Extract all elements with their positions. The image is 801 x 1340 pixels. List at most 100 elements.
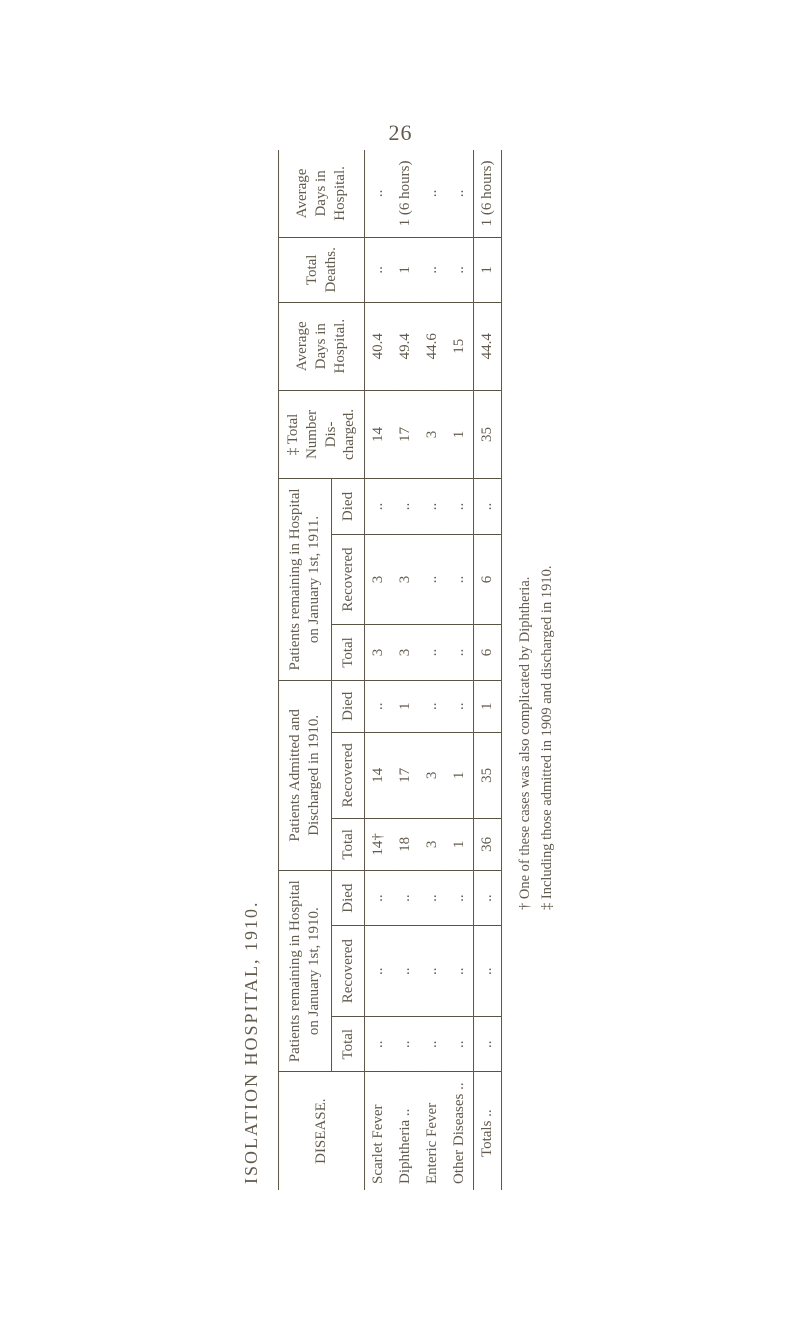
cell: ..	[365, 926, 393, 1017]
cell: 3	[392, 625, 419, 680]
col-avg-days: Average Days in Hospital.	[279, 302, 365, 390]
table-row-totals: Totals .. .. .. .. 36 35 1 6 6 .. 35 44.…	[474, 150, 502, 1190]
cell: ..	[392, 926, 419, 1017]
cell: 14†	[365, 818, 393, 870]
cell: ..	[365, 680, 393, 732]
cell: 44.6	[419, 302, 446, 390]
table-title: ISOLATION HOSPITAL, 1910.	[241, 150, 262, 1184]
footnotes: † One of these cases was also complicate…	[514, 150, 559, 1190]
cell: ..	[365, 871, 393, 926]
cell: ..	[419, 534, 446, 625]
sub-recovered: Recovered	[332, 534, 365, 625]
sub-died: Died	[332, 479, 365, 534]
cell: 3	[419, 818, 446, 870]
rotated-container: ISOLATION HOSPITAL, 1910. DISEASE. Patie…	[241, 150, 559, 1190]
cell-disease: Diphtheria ..	[392, 1072, 419, 1190]
cell: 3	[419, 390, 446, 479]
cell: ..	[392, 1017, 419, 1072]
cell: ..	[419, 680, 446, 732]
table-row: Other Diseases .. .. .. .. 1 1 .. .. .. …	[446, 150, 474, 1190]
cell: 3	[365, 625, 393, 680]
cell: ..	[419, 871, 446, 926]
cell: 14	[365, 390, 393, 479]
cell: ..	[446, 680, 474, 732]
cell: ..	[365, 150, 393, 237]
cell: 18	[392, 818, 419, 870]
cell: 1	[392, 680, 419, 732]
cell: ..	[392, 479, 419, 534]
cell: ..	[446, 150, 474, 237]
cell-disease: Scarlet Fever	[365, 1072, 393, 1190]
cell: ..	[446, 625, 474, 680]
table-row: Enteric Fever .. .. .. 3 3 .. .. .. .. 3…	[419, 150, 446, 1190]
cell: 17	[392, 390, 419, 479]
cell: 1	[474, 237, 502, 302]
cell: 1	[474, 680, 502, 732]
cell: 35	[474, 732, 502, 818]
cell: ..	[365, 1017, 393, 1072]
cell: ..	[446, 479, 474, 534]
sub-recovered: Recovered	[332, 926, 365, 1017]
cell: 49.4	[392, 302, 419, 390]
sub-died: Died	[332, 871, 365, 926]
cell: 6	[474, 625, 502, 680]
cell: 1	[446, 818, 474, 870]
sub-total: Total	[332, 1017, 365, 1072]
sub-total: Total	[332, 625, 365, 680]
cell: ..	[474, 871, 502, 926]
col-admitted: Patients Admitted and Discharged in 1910…	[279, 680, 332, 870]
footnote-dagger: † One of these cases was also complicate…	[514, 150, 536, 910]
cell: 1 (6 hours)	[474, 150, 502, 237]
cell: ..	[419, 150, 446, 237]
cell: 6	[474, 534, 502, 625]
cell: 1	[392, 237, 419, 302]
cell: ..	[446, 1017, 474, 1072]
page-number: 26	[0, 120, 801, 146]
cell: ..	[419, 926, 446, 1017]
sub-recovered: Recovered	[332, 732, 365, 818]
sub-total: Total	[332, 818, 365, 870]
col-remaining-1910: Patients remaining in Hospital on Januar…	[279, 871, 332, 1072]
cell: 3	[419, 732, 446, 818]
cell: ..	[365, 237, 393, 302]
cell-disease: Enteric Fever	[419, 1072, 446, 1190]
col-avg-days-h: Average Days in Hospital.	[279, 150, 365, 237]
col-total-deaths: Total Deaths.	[279, 237, 365, 302]
cell: 35	[474, 390, 502, 479]
cell: ..	[392, 871, 419, 926]
cell: 1	[446, 732, 474, 818]
cell: ..	[419, 625, 446, 680]
table-row: Diphtheria .. .. .. .. 18 17 1 3 3 .. 17…	[392, 150, 419, 1190]
footnote-ddagger: ‡ Including those admitted in 1909 and d…	[537, 150, 559, 910]
cell: ..	[419, 1017, 446, 1072]
cell: ..	[474, 1017, 502, 1072]
cell: 15	[446, 302, 474, 390]
cell: ..	[446, 534, 474, 625]
cell: 17	[392, 732, 419, 818]
cell: ..	[474, 926, 502, 1017]
cell: 14	[365, 732, 393, 818]
col-number-discharged: ‡ Total Number Dis- charged.	[279, 390, 365, 479]
sub-died: Died	[332, 680, 365, 732]
cell: ..	[419, 237, 446, 302]
cell: ..	[419, 479, 446, 534]
cell: ..	[446, 237, 474, 302]
col-remaining-1911: Patients remaining in Hospital on Januar…	[279, 479, 332, 680]
cell-totals-label: Totals ..	[474, 1072, 502, 1190]
cell: 3	[392, 534, 419, 625]
cell: ..	[365, 479, 393, 534]
cell: 1 (6 hours)	[392, 150, 419, 237]
cell: 36	[474, 818, 502, 870]
col-disease: DISEASE.	[279, 1072, 365, 1190]
cell: 1	[446, 390, 474, 479]
cell: ..	[474, 479, 502, 534]
table-row: Scarlet Fever .. .. .. 14† 14 .. 3 3 .. …	[365, 150, 393, 1190]
cell: ..	[446, 871, 474, 926]
cell: ..	[446, 926, 474, 1017]
cell-disease: Other Diseases ..	[446, 1072, 474, 1190]
cell: 3	[365, 534, 393, 625]
page: 26 ISOLATION HOSPITAL, 1910. DISEASE. Pa…	[0, 0, 801, 1340]
cell: 44.4	[474, 302, 502, 390]
isolation-hospital-table: DISEASE. Patients remaining in Hospital …	[278, 150, 502, 1190]
cell: 40.4	[365, 302, 393, 390]
